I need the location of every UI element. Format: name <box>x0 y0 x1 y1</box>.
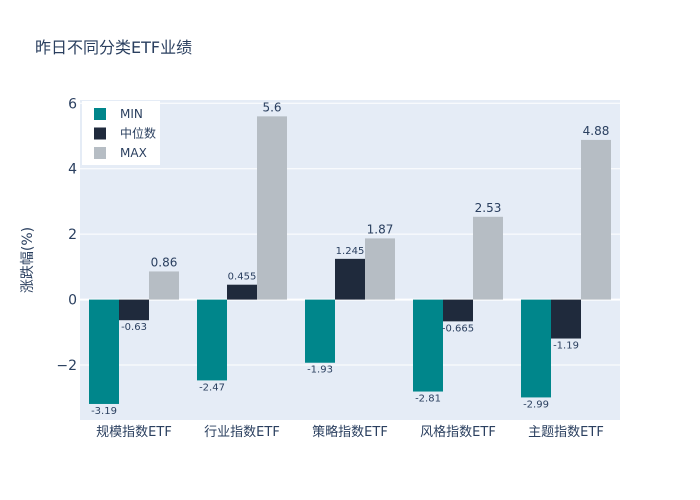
bar <box>365 238 395 300</box>
data-label: -3.19 <box>91 406 117 417</box>
data-label: 1.87 <box>367 222 394 236</box>
data-label: 1.245 <box>336 246 365 257</box>
legend-swatch <box>94 147 106 159</box>
bar <box>119 299 149 321</box>
legend[interactable]: MIN 中位数 MAX <box>82 101 160 165</box>
legend-swatch <box>94 108 106 120</box>
x-tick-label: 主题指数ETF <box>528 425 604 440</box>
legend-swatch <box>94 127 106 140</box>
data-label: 2.53 <box>475 201 502 215</box>
x-tick-label: 行业指数ETF <box>204 425 280 440</box>
bar <box>227 284 257 300</box>
bar <box>335 258 365 300</box>
data-label: -2.81 <box>415 394 441 405</box>
x-tick-label: 规模指数ETF <box>96 425 172 440</box>
bar <box>473 216 503 300</box>
legend-label: MAX <box>120 146 147 160</box>
x-tick-label: 风格指数ETF <box>420 424 496 440</box>
data-label: -0.63 <box>121 322 147 333</box>
data-label: -2.47 <box>199 382 225 393</box>
data-label: 0.86 <box>151 255 178 269</box>
y-tick-label: 6 <box>68 96 77 112</box>
y-tick-label: 2 <box>68 227 77 243</box>
y-tick-label: −2 <box>56 358 77 374</box>
x-tick-label: 策略指数ETF <box>312 424 388 440</box>
data-label: -1.93 <box>307 365 333 376</box>
bar <box>89 299 119 404</box>
bar <box>581 139 611 300</box>
data-label: 0.455 <box>228 272 257 283</box>
data-labels: -3.19 -0.63 0.86 -2.47 0.455 5.6 -1.93 1.2451.8… <box>91 100 609 417</box>
data-label: 5.6 <box>262 100 281 114</box>
y-axis-label: 涨跌幅(%) <box>20 227 36 293</box>
legend-label: 中位数 <box>120 126 156 141</box>
bar <box>551 299 581 339</box>
chart-title: 昨日不同分类ETF业绩 <box>35 38 193 57</box>
data-label: 4.88 <box>583 124 610 138</box>
y-tick-label: 4 <box>68 162 77 178</box>
bar <box>197 299 227 381</box>
data-label: -2.99 <box>523 399 549 410</box>
y-tick-label: 0 <box>68 293 77 309</box>
data-label: -0.665 <box>442 323 474 334</box>
legend-label: MIN <box>120 107 143 121</box>
bar <box>257 116 287 300</box>
tick-labels: 6 4 2 0 −2 规模指数ETF 行业指数ETF 策略指数ETF 风格指数ETF 主题指数ET… <box>56 96 603 440</box>
bar <box>305 299 335 363</box>
data-label: -1.19 <box>553 341 579 352</box>
bar <box>149 271 179 300</box>
bar <box>521 299 551 398</box>
bar <box>413 299 443 392</box>
bars <box>89 116 611 404</box>
bar <box>443 299 473 322</box>
